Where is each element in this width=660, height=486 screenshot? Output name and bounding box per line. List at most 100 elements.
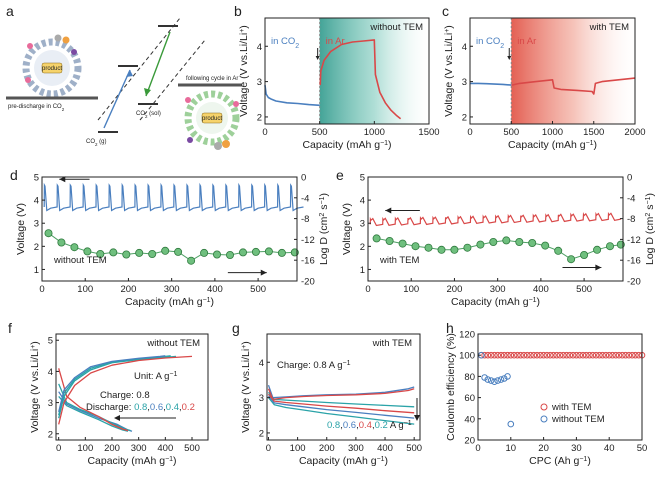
x-tick-label-e: 500 — [576, 284, 592, 295]
y2-tick-label-d: -20 — [301, 277, 315, 288]
discharge-rates-f: Discharge: 0.8,0.6,0.4,0.2 — [86, 402, 195, 413]
series-line-b-1 — [319, 39, 402, 120]
y-tick-label-h: 80 — [464, 372, 475, 383]
arrow-head-e-0 — [385, 207, 392, 214]
scatter-point-with-tem — [523, 351, 531, 359]
y2-tick-label-e: -16 — [627, 256, 641, 267]
y-tick-label-c: 4 — [462, 42, 467, 53]
logd-point-d — [135, 248, 144, 257]
scatter-point-with-tem — [484, 351, 492, 359]
logd-point-e — [372, 234, 381, 243]
y-axis-title-d: Voltage (V) — [15, 203, 27, 255]
switch-arrowhead-b — [315, 56, 320, 60]
scatter-point-with-tem — [556, 351, 564, 359]
x-tick-label-f: 500 — [184, 443, 200, 454]
scatter-point-without-tem — [491, 378, 498, 386]
scatter-point-without-tem — [487, 377, 495, 384]
logd-point-d — [44, 229, 53, 238]
x-tick-label-e: 100 — [403, 284, 419, 295]
scatter-point-with-tem — [612, 351, 620, 359]
series-line-c-0 — [470, 82, 512, 86]
logd-point-e — [476, 240, 485, 249]
charge-curve-f-3 — [58, 355, 193, 425]
x-tick-label-c: 2000 — [624, 127, 645, 138]
logd-point-e — [593, 245, 602, 254]
x-tick-label-d: 0 — [39, 284, 44, 295]
arrow-head-d-1 — [260, 269, 267, 276]
y-tick-label-f: 2 — [48, 429, 53, 440]
scatter-point-with-tem — [596, 351, 603, 359]
y2-tick-label-e: -4 — [627, 193, 635, 204]
discharge-curve-f-0 — [58, 395, 129, 432]
co2sol-label: CO2 (sol) — [136, 111, 161, 119]
ring-cell-right: product — [184, 90, 240, 150]
arrow-head-d-0 — [59, 176, 66, 183]
scatter-point-with-tem — [507, 351, 515, 359]
x-tick-label-h: 30 — [571, 443, 582, 454]
y-tick-label-h: 60 — [464, 393, 475, 404]
titration-curve-d — [43, 182, 304, 212]
x-axis-title-e: Capacity (mAh g−1) — [451, 296, 540, 308]
scatter-point-with-tem — [628, 351, 636, 359]
co2g-label: CO2 (g) — [86, 139, 107, 147]
logd-point-e — [463, 243, 472, 252]
following-cycle-label: following cycle in Ar — [186, 76, 238, 82]
y-axis-title-f: Voltage (V vs.Li/Li+) — [29, 341, 41, 433]
x-tick-label-b: 0 — [262, 127, 267, 138]
logd-point-e — [580, 250, 589, 259]
logd-point-e — [567, 255, 576, 264]
scatter-point-with-tem — [550, 351, 557, 359]
x-tick-label-h: 0 — [475, 443, 480, 454]
y-tick-label-d: 2 — [34, 242, 39, 253]
logd-point-e — [437, 245, 446, 254]
y-tick-label-f: 3 — [48, 398, 53, 409]
discharge-curve-g-2 — [267, 393, 415, 414]
discharge-rates-g: 0.8,0.6,0.4,0.2 A g−1 — [327, 420, 412, 432]
x-tick-label-e: 400 — [533, 284, 549, 295]
logd-point-e — [411, 242, 420, 251]
x-tick-label-e: 0 — [365, 284, 370, 295]
x-tick-label-d: 100 — [77, 284, 93, 295]
scatter-point-with-tem — [605, 351, 613, 359]
scatter-point-with-tem — [533, 351, 541, 359]
x-axis-title-f: Capacity (mAh g−1) — [87, 455, 176, 467]
y2-tick-label-e: -8 — [627, 214, 635, 225]
scatter-point-with-tem — [494, 351, 502, 359]
x-tick-label-g: 400 — [377, 443, 393, 454]
y-tick-label-d: 5 — [34, 173, 39, 184]
y-tick-label-e: 1 — [360, 265, 365, 276]
x-tick-label-f: 100 — [77, 443, 93, 454]
scatter-point-with-tem — [609, 351, 616, 359]
x-axis-title-g: Capacity (mAh g−1) — [299, 455, 388, 467]
x-tick-label-b: 500 — [312, 127, 328, 138]
in-ar-label-b: in Ar — [326, 36, 345, 47]
y-tick-label-e: 3 — [360, 219, 365, 230]
charge-curve-g-0 — [267, 384, 415, 399]
panel-label-d: d — [10, 167, 18, 183]
scatter-point-with-tem — [632, 351, 639, 359]
panel-f-chart: 0 100 200 300 400 500 2 3 4 5 Capacity (mAh g−1) Vo… — [8, 320, 209, 467]
x-tick-label-f: 0 — [56, 443, 61, 454]
charge-curve-f-1 — [58, 355, 166, 413]
y-tick-label-h: 120 — [459, 330, 475, 341]
rate-arrowhead-g — [414, 415, 420, 421]
y-tick-label-b: 4 — [257, 42, 262, 53]
panel-label-e: e — [336, 167, 344, 183]
scatter-point-with-tem — [563, 351, 570, 359]
scatter-point-with-tem — [619, 351, 626, 359]
panel-d-chart: 0 100 200 300 400 500 1 2 3 4 5 Capacity (mAh g−1) V… — [10, 167, 330, 308]
predischarge-label: pre-discharge in CO2 — [8, 104, 65, 112]
x-tick-label-h: 50 — [637, 443, 648, 454]
logd-point-d — [57, 238, 66, 247]
switch-arrowhead-c — [507, 56, 512, 60]
x-tick-label-g: 100 — [290, 443, 306, 454]
y-tick-label-h: 100 — [459, 351, 475, 362]
x-tick-label-d: 400 — [207, 284, 223, 295]
panel-h-chart: 0 10 20 30 40 50 20 40 60 80 100 120 CPC (Ah g−1) Cou… — [445, 320, 647, 467]
scatter-point-with-tem — [500, 351, 508, 359]
in-co2-label-c: in CO2 — [476, 36, 504, 50]
y-tick-label-d: 1 — [34, 265, 39, 276]
scatter-point-with-tem — [537, 351, 544, 359]
scatter-point-with-tem — [553, 351, 561, 359]
scatter-point-with-tem — [592, 351, 600, 359]
